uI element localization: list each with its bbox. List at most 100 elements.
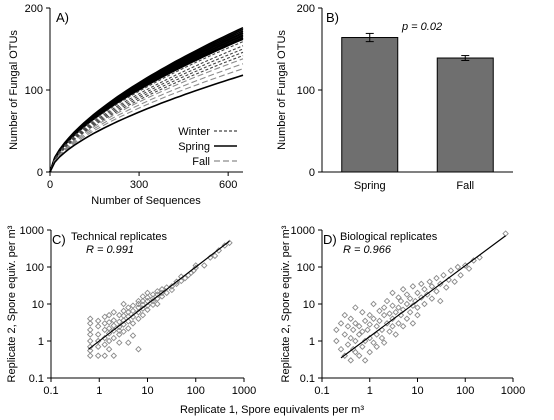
- data-point: [457, 271, 464, 279]
- panel-d-points: [333, 230, 509, 364]
- panel-d-x-tick-label: 100: [456, 385, 474, 397]
- data-point: [139, 305, 147, 312]
- rarefaction-curve-winter-4: [49, 51, 244, 173]
- data-point: [94, 323, 102, 330]
- data-point: [125, 308, 132, 316]
- data-point: [135, 345, 142, 353]
- data-point: [433, 288, 440, 295]
- data-point: [378, 334, 386, 342]
- panel-a-x-tick-label: 0: [47, 179, 53, 191]
- data-point: [359, 343, 366, 350]
- data-point: [344, 323, 352, 330]
- data-point: [86, 326, 94, 334]
- data-point: [386, 328, 393, 335]
- data-point: [364, 326, 371, 334]
- data-point: [192, 262, 199, 269]
- data-point: [101, 320, 108, 327]
- data-point: [86, 315, 94, 322]
- data-point: [101, 313, 108, 321]
- data-point: [135, 308, 142, 316]
- data-point: [386, 310, 393, 317]
- data-point: [158, 286, 166, 293]
- data-point: [110, 322, 118, 329]
- panel-a-x-tick-label: 300: [130, 179, 148, 191]
- category-label-fall: Fall: [456, 180, 474, 192]
- data-point: [447, 267, 455, 274]
- data-point: [428, 295, 436, 302]
- panel-d-x-tick-label: 10: [411, 385, 423, 397]
- panel-d-x-tick-label: 1000: [501, 385, 525, 397]
- data-point: [116, 323, 123, 331]
- data-point: [376, 317, 383, 325]
- data-point: [341, 352, 349, 359]
- data-point: [221, 242, 229, 249]
- data-point: [437, 297, 444, 305]
- data-point: [389, 323, 396, 330]
- panel-d-y-tick-label: 10: [303, 299, 315, 311]
- data-point: [352, 304, 359, 311]
- rarefaction-curve-spring-7: [49, 35, 244, 173]
- regression-line: [340, 235, 506, 359]
- rarefaction-curve-spring-6: [49, 34, 244, 173]
- data-point: [86, 331, 94, 338]
- data-point: [355, 352, 363, 359]
- data-point: [397, 297, 405, 305]
- data-point: [201, 262, 208, 269]
- data-point: [380, 311, 388, 319]
- data-point: [352, 348, 359, 356]
- panel-c-x-tick-label: 1000: [232, 385, 256, 397]
- data-point: [125, 325, 132, 332]
- data-point: [129, 332, 137, 339]
- panel-b-y-tick-label: 0: [309, 167, 315, 179]
- data-point: [380, 339, 388, 346]
- panel-d-y-axis-title: Replicate 2, Spore equiv. per m³: [280, 225, 292, 382]
- rarefaction-curve-series-1: [49, 74, 244, 173]
- panel-b-y-tick-label: 100: [297, 85, 315, 97]
- data-point: [105, 319, 113, 326]
- rarefaction-curve-fall-1: [49, 58, 244, 173]
- panel-c-title: Technical replicates: [71, 231, 167, 243]
- data-point: [409, 283, 417, 290]
- data-point: [414, 311, 421, 319]
- panel-d-y-tick-label: 1000: [291, 225, 315, 237]
- panel-d-y-tick-label: 0.1: [300, 373, 315, 385]
- panel-a-legend: Winter Spring Fall: [178, 126, 237, 168]
- panel-c-ticks: 0.1 1 10 100 1000 0.1 1 10 100 1000: [20, 225, 257, 397]
- data-point: [101, 341, 108, 348]
- data-point: [370, 315, 377, 322]
- data-point: [409, 320, 417, 327]
- legend-label-winter: Winter: [178, 126, 210, 138]
- data-point: [366, 348, 373, 356]
- data-point: [168, 283, 176, 290]
- data-point: [366, 311, 373, 319]
- panel-a-rarefaction-chart: 0 300 600 0 100 200 A) Number of Sequences Nu…: [8, 3, 244, 207]
- bar-fall: [436, 57, 494, 173]
- data-point: [135, 315, 142, 322]
- data-point: [421, 286, 428, 293]
- data-point: [403, 315, 411, 322]
- data-point: [116, 327, 123, 334]
- data-point: [163, 284, 170, 291]
- panel-d-fit-line: [340, 235, 506, 359]
- rarefaction-curve-winter-3: [49, 48, 244, 173]
- data-point: [355, 323, 363, 330]
- panel-c-y-tick-label: 100: [26, 262, 44, 274]
- panel-d-y-tick-label: 1: [309, 336, 315, 348]
- data-point: [370, 300, 377, 308]
- panel-d-biological-replicates-scatter: 0.1 1 10 100 1000 0.1 1 10 100 1000 D) Biological…: [280, 225, 525, 397]
- data-point: [144, 289, 151, 297]
- data-point: [349, 326, 357, 334]
- data-point: [211, 252, 219, 260]
- data-point: [347, 334, 354, 342]
- data-point: [94, 343, 102, 350]
- data-point: [125, 304, 132, 311]
- data-point: [433, 274, 440, 282]
- data-point: [373, 331, 380, 338]
- data-point: [454, 263, 462, 271]
- data-point: [105, 345, 113, 353]
- data-point: [101, 334, 108, 342]
- data-point: [409, 302, 417, 309]
- data-point: [399, 286, 407, 293]
- rarefaction-curve-spring-10: [49, 38, 244, 173]
